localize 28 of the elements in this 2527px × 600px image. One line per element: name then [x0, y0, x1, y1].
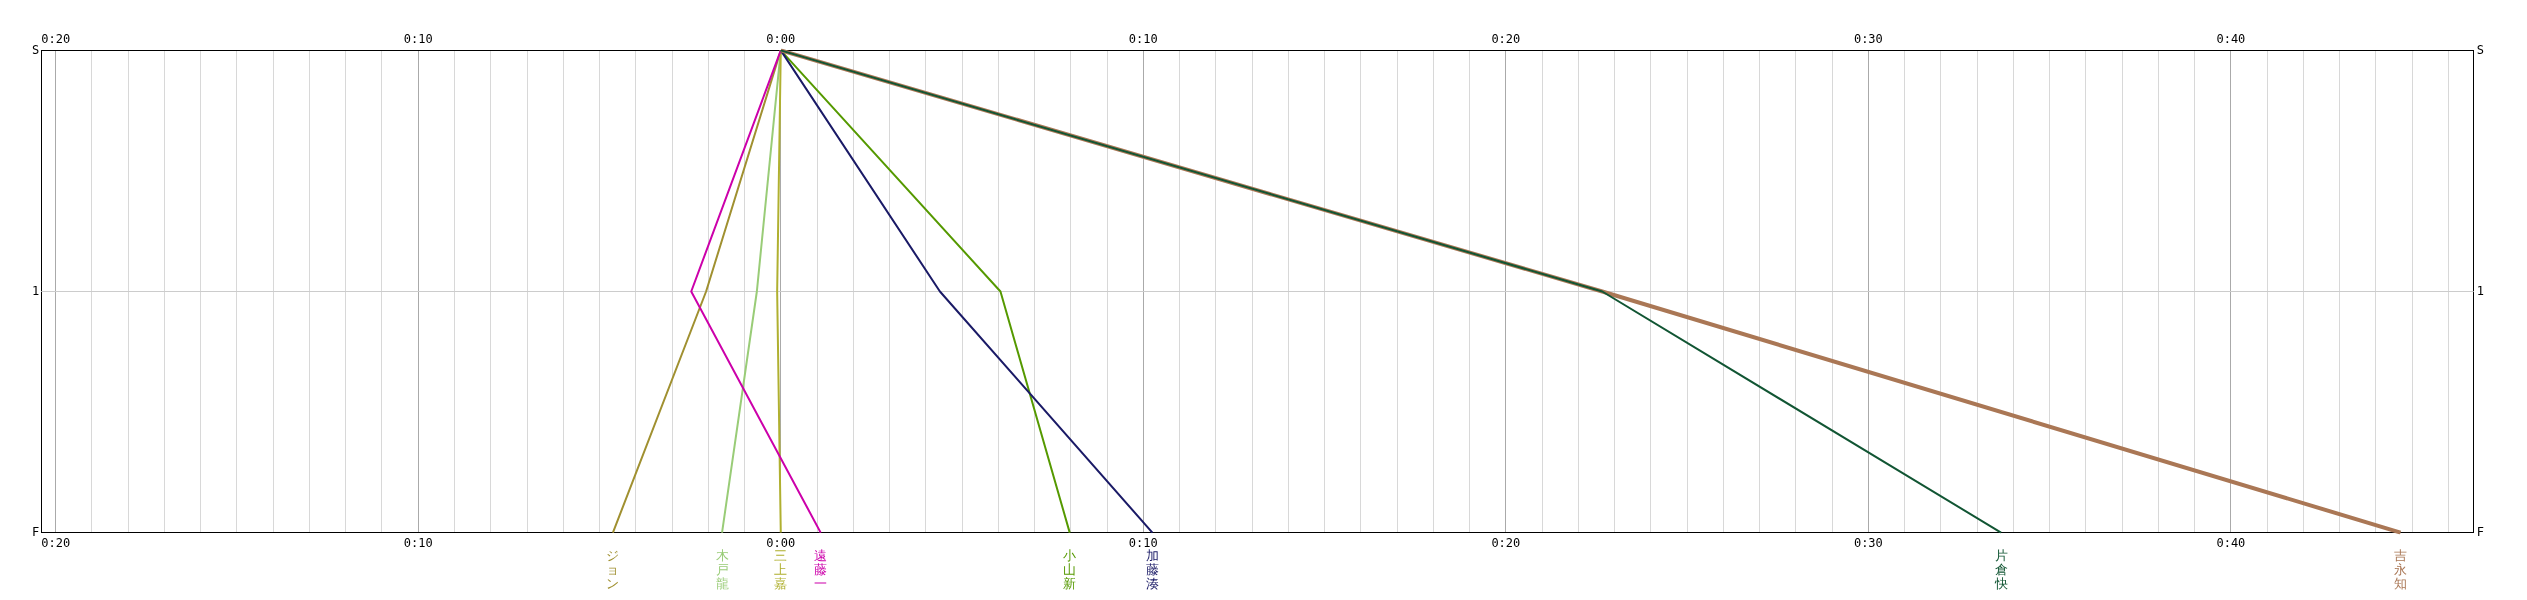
category-label: S: [2476, 42, 2485, 57]
x2-tick-label: 0:40: [2216, 32, 2246, 47]
series-label: 加藤湊: [1145, 548, 1159, 592]
series-label: 木戸龍: [715, 548, 729, 592]
series-label: 片倉快: [1993, 548, 2008, 592]
y-tick-label: S: [31, 42, 40, 57]
category-label: 1: [2476, 283, 2485, 298]
x-tick-label: 0:10: [1128, 535, 1158, 550]
category-label: F: [2476, 524, 2485, 539]
series-label: 小山新: [1063, 548, 1077, 592]
x-tick-label: 0:00: [766, 535, 796, 550]
x2-tick-label: 0:30: [1853, 32, 1883, 47]
series-label: 遠藤一: [814, 548, 828, 592]
series-label: 三上嘉: [774, 548, 788, 592]
x-tick-label: 0:20: [41, 535, 71, 550]
x-tick-label: 0:40: [2216, 535, 2246, 550]
x2-tick-label: 0:20: [41, 32, 71, 47]
series-label: 吉永知: [2394, 548, 2408, 592]
x2-tick-label: 0:10: [403, 32, 433, 47]
x2-tick-label: 0:00: [766, 32, 796, 47]
x-tick-label: 0:30: [1853, 535, 1883, 550]
y-tick-label: 1: [31, 283, 40, 298]
x2-tick-label: 0:20: [1491, 32, 1521, 47]
series-label: ジョン: [606, 548, 620, 592]
x2-tick-label: 0:10: [1128, 32, 1158, 47]
x-tick-label: 0:10: [403, 535, 433, 550]
x-tick-label: 0:20: [1491, 535, 1521, 550]
y-tick-label: F: [31, 524, 40, 539]
